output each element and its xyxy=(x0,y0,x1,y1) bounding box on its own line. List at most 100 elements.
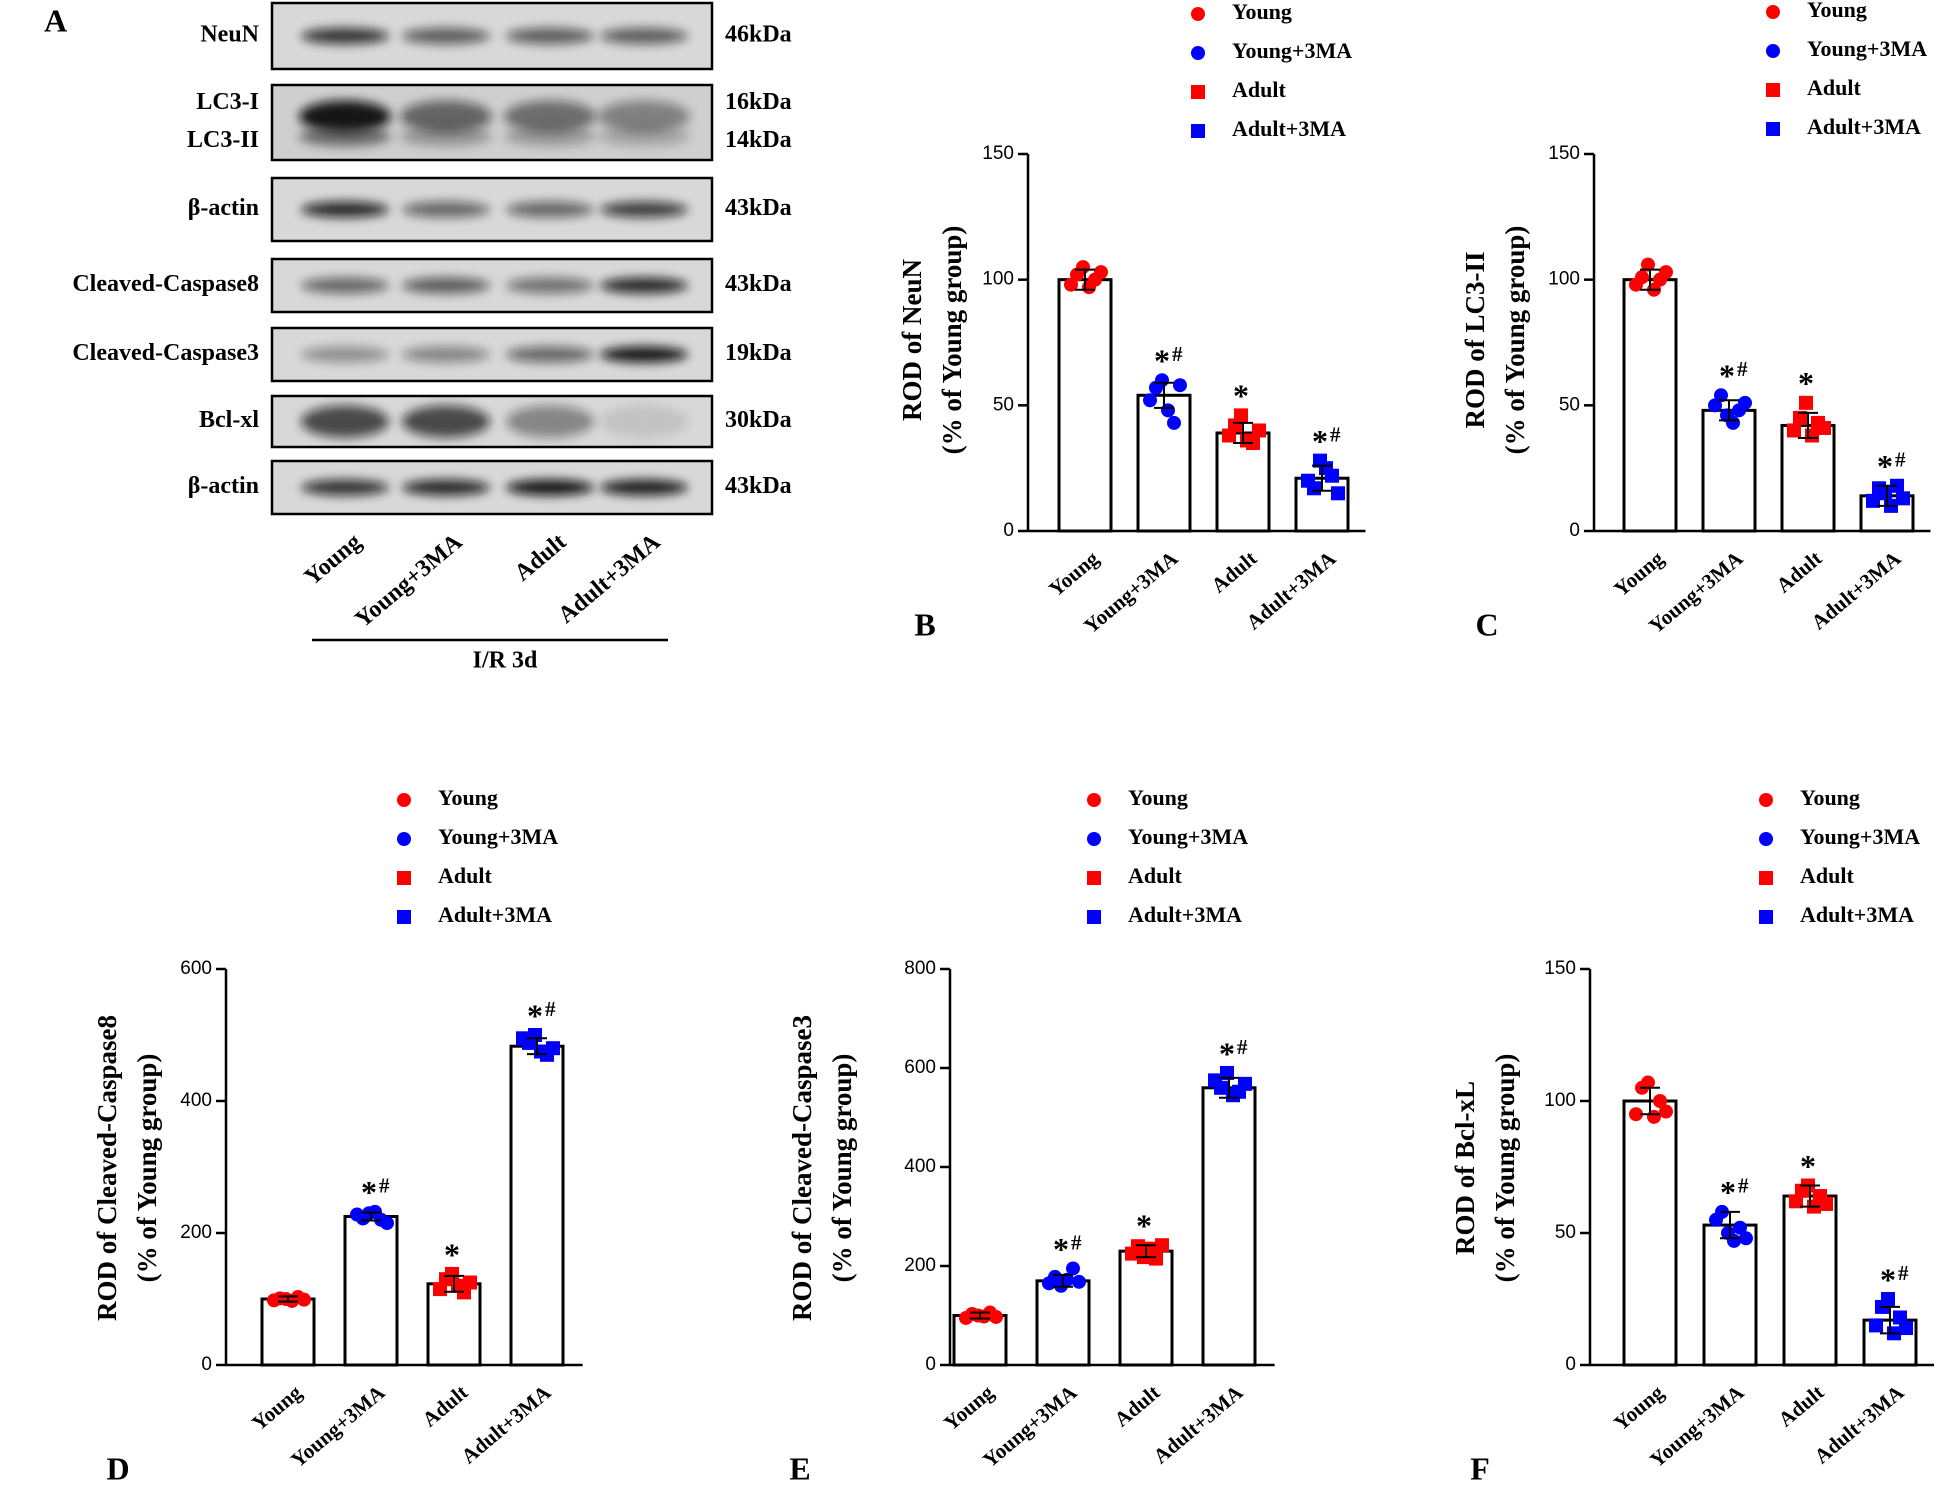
significance-sup: # xyxy=(379,1174,390,1198)
legend-label: Young+3MA xyxy=(438,824,558,849)
legend-marker xyxy=(1759,871,1773,885)
y-tick-label: 150 xyxy=(1548,143,1580,164)
y-tick-label: 0 xyxy=(1565,1354,1576,1375)
legend-label: Young xyxy=(1128,785,1188,810)
blot-band xyxy=(400,126,492,147)
x-tick-label: Adult+3MA xyxy=(1149,1380,1248,1469)
significance-mark: * xyxy=(1233,378,1249,414)
blot-band xyxy=(600,405,688,438)
significance-mark: * xyxy=(1219,1035,1235,1071)
y-tick-label: 800 xyxy=(904,958,936,979)
bar xyxy=(509,1044,565,1367)
panel-label: A xyxy=(44,2,67,38)
blot-band xyxy=(600,28,688,44)
legend-label: Adult+3MA xyxy=(1232,116,1346,141)
band-size: 30kDa xyxy=(725,407,792,433)
data-point xyxy=(1878,486,1892,501)
y-axis-label: (% of Young group) xyxy=(1490,1054,1520,1283)
data-point xyxy=(1641,1075,1655,1090)
band-label: β-actin xyxy=(188,195,259,221)
significance-sup: # xyxy=(1071,1230,1082,1254)
y-tick-label: 50 xyxy=(1559,394,1580,415)
legend-marker xyxy=(397,832,411,846)
significance-mark: * xyxy=(1136,1208,1152,1244)
band-label: β-actin xyxy=(188,473,259,499)
y-axis-label: (% of Young group) xyxy=(827,1054,857,1283)
blot-band xyxy=(504,100,596,133)
data-point xyxy=(1155,1238,1169,1253)
bar xyxy=(1201,1086,1257,1367)
legend-marker xyxy=(1087,871,1101,885)
blot-band xyxy=(600,479,688,496)
x-tick-label: Young xyxy=(1609,546,1669,601)
data-point xyxy=(1149,1251,1163,1266)
y-tick-label: 400 xyxy=(904,1156,936,1177)
significance-sup: # xyxy=(1237,1035,1248,1059)
legend-label: Young+3MA xyxy=(1232,38,1352,63)
x-tick-label: Adult xyxy=(1207,546,1262,597)
blot-band xyxy=(506,28,594,44)
band-size: 43kDa xyxy=(725,473,792,499)
y-tick-label: 600 xyxy=(180,958,212,979)
legend-marker xyxy=(1759,793,1773,807)
data-point xyxy=(1733,1220,1747,1235)
bar xyxy=(426,1282,482,1367)
legend-label: Young+3MA xyxy=(1128,824,1248,849)
significance-sup: # xyxy=(545,997,556,1021)
legend-label: Young xyxy=(438,785,498,810)
data-point xyxy=(1173,378,1187,393)
y-axis-label: ROD of LC3-II xyxy=(1460,251,1490,428)
blot-band xyxy=(504,126,596,147)
band-size: 16kDa xyxy=(725,89,792,115)
data-point xyxy=(1072,1274,1086,1289)
bar xyxy=(1035,1279,1091,1367)
blot-band xyxy=(402,346,490,363)
bar xyxy=(1782,1194,1838,1367)
bar xyxy=(1118,1249,1174,1367)
x-tick-label: Adult+3MA xyxy=(457,1380,556,1469)
band-label: Cleaved-Caspase3 xyxy=(72,340,259,366)
data-point xyxy=(1659,265,1673,280)
data-point xyxy=(1641,257,1655,272)
data-point xyxy=(1896,491,1910,506)
y-tick-label: 0 xyxy=(925,1354,936,1375)
data-point xyxy=(1787,423,1801,438)
band-label: NeuN xyxy=(200,22,259,48)
blot-band xyxy=(598,126,690,147)
blot-band xyxy=(600,277,688,294)
y-tick-label: 200 xyxy=(180,1222,212,1243)
y-tick-label: 150 xyxy=(982,143,1014,164)
blot-band xyxy=(299,100,391,133)
data-point xyxy=(989,1309,1003,1324)
data-point xyxy=(1076,260,1090,275)
legend-marker xyxy=(397,793,411,807)
significance-sup: # xyxy=(1895,448,1906,472)
band-label: Cleaved-Caspase8 xyxy=(72,271,259,297)
blot-band xyxy=(301,201,389,218)
data-point xyxy=(1893,1310,1907,1325)
blot-band xyxy=(598,100,690,133)
blot-band xyxy=(299,126,391,147)
data-point xyxy=(1793,410,1807,425)
blot-band xyxy=(402,201,490,218)
panel-label: F xyxy=(1470,1450,1490,1486)
y-tick-label: 100 xyxy=(1548,269,1580,290)
blot-band xyxy=(301,277,389,294)
data-point xyxy=(1635,270,1649,285)
data-point xyxy=(1708,398,1722,413)
panel-label: B xyxy=(914,606,935,642)
legend-marker xyxy=(1087,832,1101,846)
y-axis-label: (% of Young group) xyxy=(132,1054,162,1283)
significance-mark: * xyxy=(1720,1174,1736,1210)
blot-band xyxy=(506,277,594,294)
data-point xyxy=(1066,1261,1080,1276)
legend-marker xyxy=(1087,910,1101,924)
significance-mark: * xyxy=(1800,1148,1816,1184)
significance-mark: * xyxy=(1154,343,1170,379)
bar xyxy=(1622,278,1678,533)
significance-sup: # xyxy=(1738,1174,1749,1198)
legend-label: Adult+3MA xyxy=(1128,902,1242,927)
significance-mark: * xyxy=(1798,365,1814,401)
significance-mark: * xyxy=(527,997,543,1033)
data-point xyxy=(1653,1094,1667,1108)
